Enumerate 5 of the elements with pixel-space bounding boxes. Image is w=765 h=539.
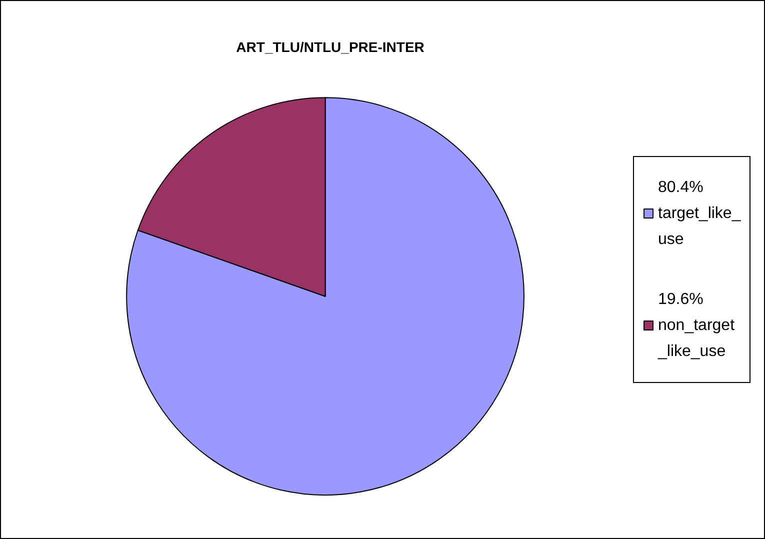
chart-title: ART_TLU/NTLU_PRE-INTER (236, 39, 424, 55)
legend-label: non_target_like_use (657, 317, 736, 360)
data-label: 19.6% (658, 291, 704, 308)
data-label: 80.4% (658, 179, 704, 196)
legend-label: target_like_use (658, 205, 742, 248)
